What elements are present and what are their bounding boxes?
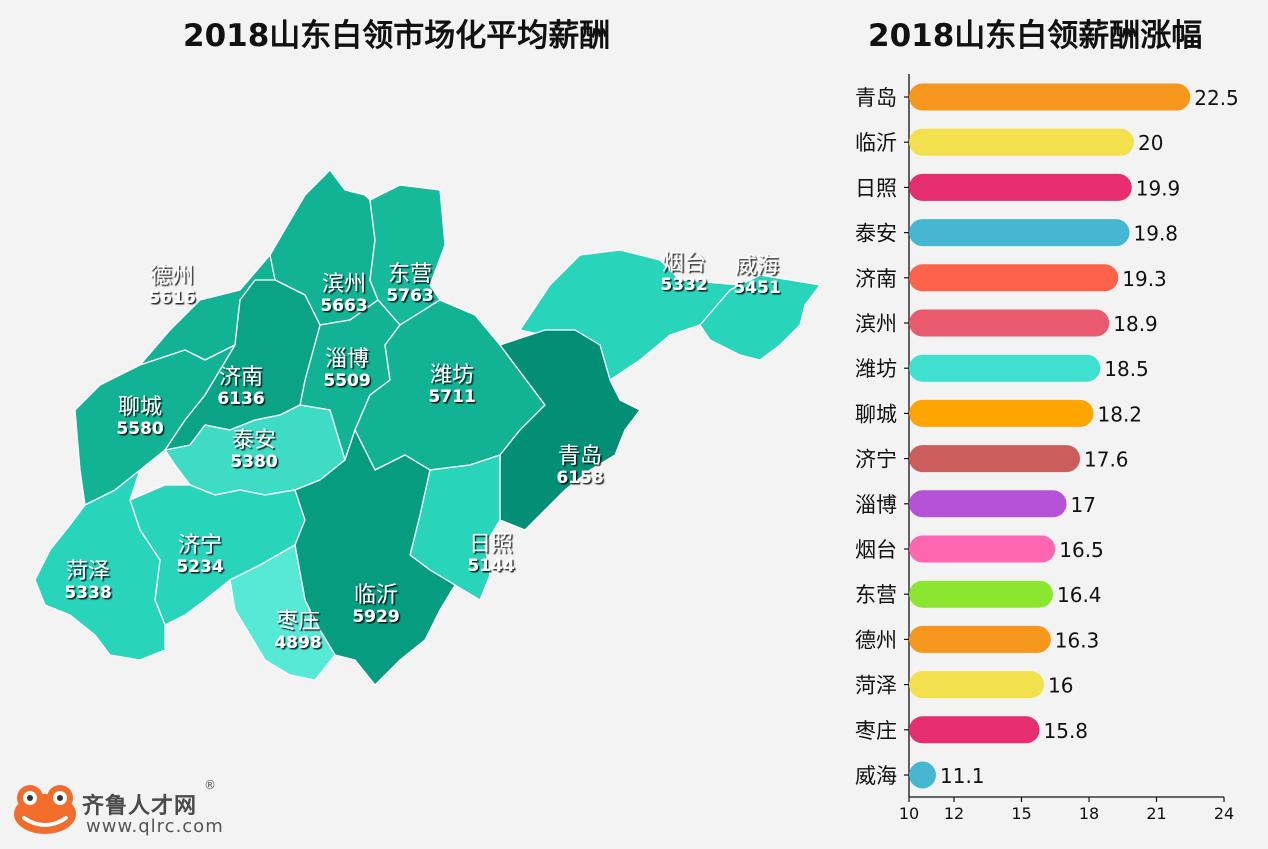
- bar-category-label: 潍坊: [855, 357, 897, 381]
- bar: [909, 445, 1080, 473]
- map-region-value: 5509: [323, 371, 370, 391]
- x-tick-label: 21: [1146, 804, 1166, 823]
- map-region-value: 5144: [467, 556, 514, 576]
- bar-value-label: 16.5: [1059, 538, 1104, 562]
- bar-category-label: 泰安: [855, 222, 897, 246]
- bar: [909, 219, 1130, 247]
- bar-chart-title: 2018山东白领薪酬涨幅: [868, 18, 1203, 54]
- map-title: 2018山东白领市场化平均薪酬: [183, 18, 611, 54]
- bar-category-label: 临沂: [855, 131, 897, 155]
- map-region: [229, 544, 336, 681]
- map-region-value: 5338: [64, 583, 111, 603]
- x-tick-label: 24: [1214, 804, 1234, 823]
- x-tick-label: 10: [899, 804, 919, 823]
- bar-category-label: 枣庄: [855, 719, 897, 743]
- map-region-value: 5711: [428, 387, 475, 407]
- bar: [909, 128, 1134, 156]
- map-region-value: 5451: [733, 278, 780, 298]
- logo-url: www.qlrc.com: [86, 816, 224, 837]
- frog-logo-icon: [14, 785, 76, 834]
- bar-category-label: 德州: [855, 628, 897, 652]
- bar-category-label: 东营: [855, 583, 897, 607]
- bar-category-label: 淄博: [855, 493, 897, 517]
- map-region-name: 聊城: [118, 395, 162, 420]
- bar-value-label: 22.5: [1194, 86, 1239, 110]
- map-region-name: 烟台: [662, 251, 706, 276]
- bar-value-label: 19.9: [1136, 176, 1181, 200]
- map-region: [699, 274, 821, 361]
- map-region-name: 威海: [735, 254, 779, 279]
- bar-category-label: 菏泽: [855, 674, 897, 698]
- logo-registered-mark: ®: [204, 778, 216, 792]
- map-region-value: 6158: [556, 468, 603, 488]
- bar-category-label: 济宁: [855, 448, 897, 472]
- bar: [909, 173, 1132, 201]
- map-region-value: 4898: [274, 633, 321, 653]
- bar-category-label: 青岛: [855, 86, 897, 110]
- map-region-name: 临沂: [354, 583, 398, 608]
- bar-value-label: 20: [1138, 131, 1163, 155]
- bar-category-label: 烟台: [855, 538, 897, 562]
- map-region-name: 滨州: [322, 272, 366, 297]
- map-region-value: 5380: [230, 452, 277, 472]
- map-region-value: 5234: [176, 557, 223, 577]
- bar-category-label: 济南: [855, 267, 897, 291]
- map-region-name: 济南: [219, 365, 263, 390]
- map-region-value: 5580: [116, 419, 163, 439]
- bar: [909, 761, 936, 789]
- bar-value-label: 16.3: [1055, 628, 1100, 652]
- bar-value-label: 11.1: [940, 764, 985, 788]
- bar: [909, 580, 1053, 608]
- bar-value-label: 17: [1071, 493, 1096, 517]
- map-region: [34, 469, 166, 661]
- logo-name: 齐鲁人才网: [82, 794, 198, 819]
- map-region-value: 5616: [148, 288, 195, 308]
- map-region: [74, 344, 236, 506]
- bar: [909, 490, 1067, 518]
- bar: [909, 309, 1110, 337]
- bar-value-label: 19.8: [1134, 222, 1179, 246]
- x-tick-label: 15: [1011, 804, 1031, 823]
- bar-category-label: 日照: [855, 176, 897, 200]
- map-region-name: 济宁: [178, 533, 222, 558]
- map-region-value: 5663: [320, 296, 367, 316]
- map-region-name: 枣庄: [276, 609, 320, 634]
- map-region-value: 6136: [217, 389, 264, 409]
- map-region-name: 青岛: [558, 444, 602, 469]
- bar-category-label: 聊城: [855, 402, 897, 426]
- map-region-name: 淄博: [325, 347, 369, 372]
- bar-value-label: 17.6: [1084, 448, 1129, 472]
- bar: [909, 535, 1056, 563]
- bar-value-label: 18.2: [1098, 402, 1143, 426]
- bar-category-label: 威海: [855, 764, 897, 788]
- x-tick-label: 18: [1079, 804, 1099, 823]
- map-region-name: 潍坊: [430, 363, 474, 388]
- bar-value-label: 18.5: [1104, 357, 1149, 381]
- bar-value-label: 15.8: [1044, 719, 1089, 743]
- map-region-name: 泰安: [232, 428, 276, 453]
- bar: [909, 83, 1191, 111]
- bar-value-label: 16: [1048, 674, 1073, 698]
- bar-value-label: 16.4: [1057, 583, 1102, 607]
- map-region-name: 德州: [150, 264, 194, 289]
- bar: [909, 716, 1040, 744]
- bar-value-label: 19.3: [1122, 267, 1167, 291]
- bar: [909, 625, 1051, 653]
- map-region-name: 菏泽: [66, 559, 110, 584]
- map-region-value: 5929: [352, 607, 399, 627]
- bar: [909, 354, 1101, 382]
- map-region: [499, 329, 641, 531]
- bar-value-label: 18.9: [1113, 312, 1158, 336]
- map-region-value: 5332: [660, 275, 707, 295]
- bar: [909, 399, 1094, 427]
- bar-category-label: 滨州: [855, 312, 897, 336]
- bar: [909, 264, 1119, 292]
- map-region-value: 5763: [386, 286, 433, 306]
- map-region-name: 东营: [388, 262, 432, 287]
- x-tick-label: 12: [944, 804, 964, 823]
- bar: [909, 671, 1044, 699]
- map-region-name: 日照: [469, 532, 513, 557]
